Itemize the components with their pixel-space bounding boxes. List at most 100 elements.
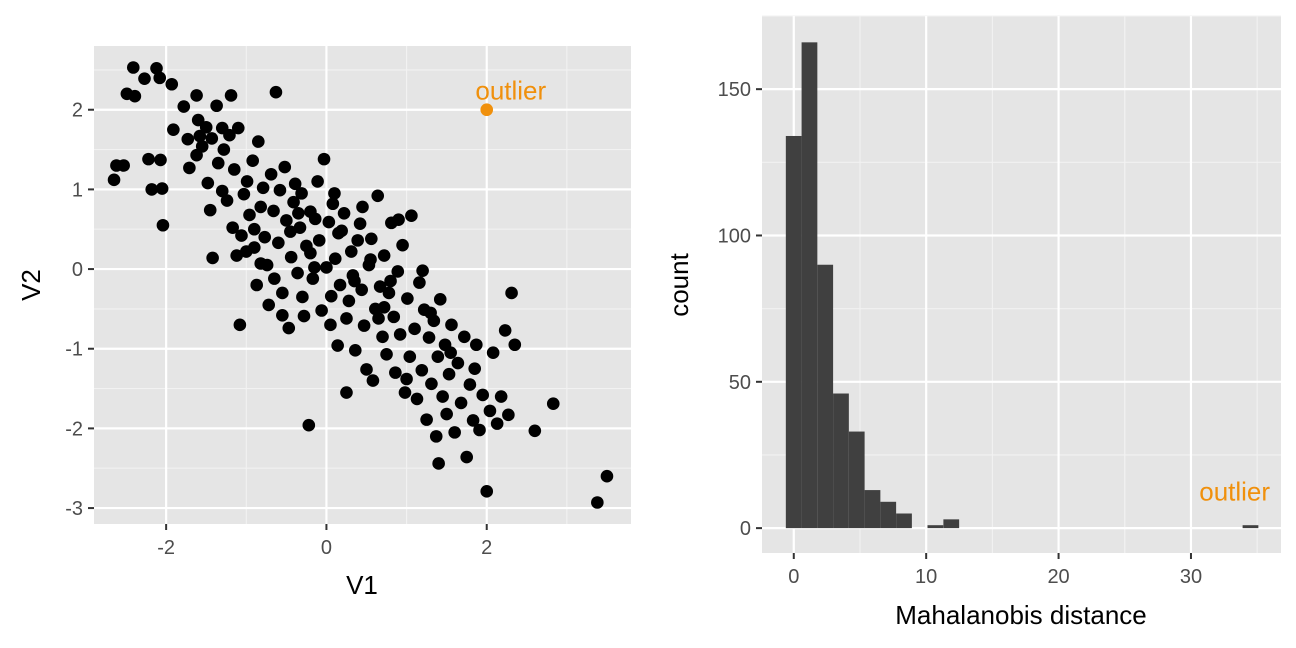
scatter-point <box>505 286 518 300</box>
histogram-bar <box>943 519 960 529</box>
scatter-point <box>243 208 256 222</box>
scatter-point <box>448 426 461 439</box>
scatter-point <box>413 276 426 289</box>
scatter-point <box>431 350 445 364</box>
histogram-bar <box>801 42 818 529</box>
scatter-point <box>360 363 373 376</box>
scatter-point <box>373 280 387 293</box>
scatter-point <box>284 250 298 264</box>
histogram-bar <box>880 501 897 529</box>
scatter-point <box>292 207 305 220</box>
scatter-point <box>393 328 407 341</box>
scatter-point <box>380 348 393 361</box>
scatter-point <box>239 245 253 258</box>
scatter-point <box>429 430 443 443</box>
scatter-point <box>382 286 396 300</box>
scatter-point <box>155 182 169 195</box>
scatter-point <box>396 238 409 252</box>
scatter-x-tick-label: -2 <box>157 537 175 559</box>
scatter-point <box>177 100 191 113</box>
scatter-point <box>199 120 213 134</box>
scatter-point <box>181 132 195 146</box>
scatter-point <box>348 274 361 288</box>
scatter-panel: outlier -2 0 2 -3 -2 -1 0 1 2 V1 V2 <box>16 46 631 600</box>
scatter-point <box>342 294 356 308</box>
scatter-point <box>272 236 285 250</box>
histogram-bar <box>817 264 834 529</box>
scatter-point <box>442 367 456 381</box>
scatter-point <box>591 496 604 509</box>
scatter-point <box>258 230 272 244</box>
scatter-point <box>356 200 369 214</box>
scatter-point <box>276 286 289 300</box>
scatter-point <box>422 331 436 344</box>
scatter-y-tick-label: -3 <box>65 498 83 520</box>
scatter-point <box>490 417 504 430</box>
scatter-point <box>328 187 341 200</box>
scatter-point <box>268 272 281 285</box>
histogram-x-tick-label: 20 <box>1047 566 1069 588</box>
scatter-point <box>389 366 402 379</box>
scatter-point <box>377 249 391 262</box>
scatter-point <box>128 89 142 103</box>
scatter-point <box>480 485 494 498</box>
scatter-point <box>384 274 397 288</box>
scatter-point <box>293 221 307 234</box>
scatter-point <box>210 99 223 113</box>
histogram-bar <box>864 490 881 529</box>
scatter-point <box>410 392 424 406</box>
scatter-point <box>291 266 304 280</box>
scatter-point <box>473 423 486 437</box>
scatter-point <box>284 225 297 238</box>
scatter-point <box>416 264 429 277</box>
histogram-bar <box>785 135 802 529</box>
scatter-y-tick-label: -2 <box>65 418 83 440</box>
scatter-point <box>117 159 130 172</box>
histogram-bars <box>785 42 1259 529</box>
scatter-point <box>203 203 217 217</box>
scatter-points <box>107 61 614 509</box>
scatter-point <box>508 338 522 352</box>
scatter-point <box>282 321 296 335</box>
scatter-point <box>145 183 159 196</box>
scatter-point <box>546 397 560 411</box>
scatter-point <box>415 363 429 377</box>
scatter-point <box>470 338 483 352</box>
scatter-point <box>211 156 225 170</box>
scatter-point <box>457 330 471 344</box>
scatter-point <box>302 418 316 432</box>
scatter-point <box>483 404 497 418</box>
scatter-point <box>436 390 449 403</box>
scatter-point <box>424 306 437 320</box>
scatter-point <box>463 378 477 391</box>
scatter-point <box>494 390 508 403</box>
scatter-point <box>432 457 445 470</box>
scatter-point <box>273 183 287 197</box>
scatter-point <box>322 215 336 229</box>
scatter-point <box>150 62 163 75</box>
scatter-point <box>227 163 241 176</box>
scatter-point <box>311 175 324 188</box>
scatter-point <box>304 246 317 260</box>
scatter-annotations: outlier <box>475 75 546 105</box>
scatter-point <box>190 89 203 102</box>
histogram-bar <box>1242 525 1259 529</box>
scatter-point <box>215 121 229 135</box>
scatter-point <box>126 61 140 74</box>
scatter-point <box>231 121 245 135</box>
scatter-point <box>444 346 457 360</box>
scatter-point <box>153 71 167 85</box>
histogram-panel: outlier 0 10 20 30 0 50 100 150 Mahalanobis dis… <box>664 15 1281 630</box>
scatter-point <box>308 212 322 226</box>
scatter-point <box>205 132 219 145</box>
scatter-x-tick-label: 0 <box>321 537 332 559</box>
scatter-point <box>387 310 401 324</box>
scatter-point <box>167 123 180 136</box>
histogram-bar <box>833 393 849 529</box>
scatter-point <box>454 396 468 410</box>
scatter-y-tick-label: 0 <box>72 259 83 281</box>
scatter-point <box>183 161 196 175</box>
histogram-bar <box>927 525 944 529</box>
scatter-point <box>276 308 289 322</box>
scatter-point <box>246 154 259 168</box>
